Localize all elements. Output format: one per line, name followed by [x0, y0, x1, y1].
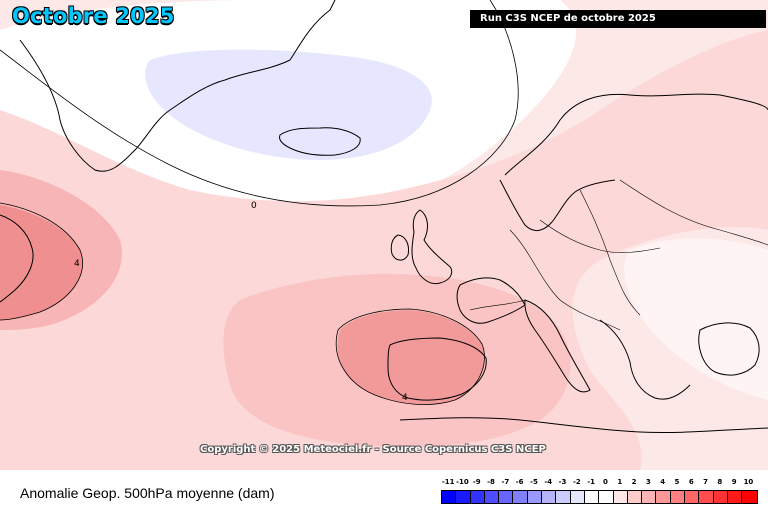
greenland-coast	[19, 0, 336, 172]
border-central-europe	[509, 229, 621, 331]
italy-coast	[524, 299, 591, 393]
color-swatch	[570, 491, 585, 503]
color-scale-tick: -9	[472, 478, 481, 486]
color-scale-tick: -6	[515, 478, 524, 486]
color-swatch	[456, 491, 471, 503]
color-scale-tick: 4	[660, 478, 666, 486]
color-swatch	[470, 491, 485, 503]
iberia-coast	[387, 337, 487, 401]
country-borders	[469, 179, 768, 331]
color-swatch	[685, 491, 700, 503]
france-coast	[456, 277, 526, 324]
color-swatch	[699, 491, 714, 503]
anomaly-map: 0 4 4 Octobre 2025 Run C3S NCEP de octob…	[0, 0, 768, 470]
contour-label-four-west: 4	[74, 259, 80, 269]
color-scale-tick: 1	[617, 478, 623, 486]
color-scale-tick: -8	[487, 478, 495, 486]
north-africa-coast	[399, 417, 768, 434]
footer-panel: Anomalie Geop. 500hPa moyenne (dam) -11-…	[0, 470, 768, 512]
color-scale-tick: 2	[631, 478, 637, 486]
ireland-coast	[390, 234, 409, 261]
anomaly-fill-core-iberia	[337, 310, 485, 405]
color-scale-tick: 7	[703, 478, 708, 486]
color-swatch	[442, 491, 457, 503]
color-scale-ticks: -11 -10 -9 -8 -7 -6 -5 -4 -3 -2 -1 0 1 2 3 4 5 6 7 8 9 10	[441, 478, 754, 488]
color-scale: -11 -10 -9 -8 -7 -6 -5 -4 -3 -2 -1 0 1 2 3 4 5 6 7 8 9 10	[441, 478, 758, 508]
black-sea-coast	[698, 322, 760, 376]
iceland-coast	[279, 127, 361, 156]
contour-four-newfoundland	[0, 202, 83, 321]
color-scale-tick: 0	[603, 478, 608, 486]
color-scale-tick: -4	[544, 478, 553, 486]
run-label: Run C3S NCEP de octobre 2025	[470, 10, 766, 28]
color-scale-swatches	[441, 490, 758, 504]
color-swatch	[727, 491, 743, 503]
color-swatch	[584, 491, 600, 503]
color-scale-tick: -10	[456, 478, 469, 486]
map-title: Octobre 2025	[12, 4, 175, 28]
color-scale-tick: -3	[558, 478, 567, 486]
border-belarus	[579, 189, 641, 316]
contour-zero	[0, 0, 519, 207]
color-swatch	[527, 491, 543, 503]
color-scale-tick: 5	[674, 478, 680, 486]
anomaly-fill-band1	[0, 30, 768, 470]
color-swatch	[513, 491, 528, 503]
color-swatch	[613, 491, 628, 503]
color-swatch	[499, 491, 514, 503]
color-scale-tick: -2	[572, 478, 581, 486]
map-caption: Anomalie Geop. 500hPa moyenne (dam)	[20, 485, 275, 501]
color-scale-tick: -1	[587, 478, 596, 486]
color-swatch	[627, 491, 643, 503]
color-scale-tick: 6	[688, 478, 694, 486]
color-swatch	[656, 491, 671, 503]
anomaly-fill-core-newfoundland	[0, 205, 83, 320]
color-swatch	[484, 491, 500, 503]
anomaly-fill-east	[624, 238, 768, 400]
color-scale-tick: 9	[731, 478, 737, 486]
color-swatch	[713, 491, 728, 503]
contour-label-zero: 0	[251, 201, 257, 211]
color-swatch	[599, 491, 614, 503]
contour-four-iberia	[335, 308, 485, 405]
balkans-coast	[599, 319, 691, 400]
copyright-note: Copyright © 2025 Meteociel.fr - Source C…	[200, 444, 546, 455]
newfoundland-coast	[0, 214, 34, 303]
contour-label-four-iberia: 4	[402, 393, 408, 403]
color-scale-tick: -11	[441, 478, 455, 486]
color-swatch	[556, 491, 571, 503]
britain-coast	[411, 209, 453, 285]
color-swatch	[642, 491, 657, 503]
color-swatch	[670, 491, 686, 503]
color-swatch	[742, 491, 757, 503]
anomaly-fill-negative	[145, 49, 432, 160]
color-scale-tick: 8	[717, 478, 723, 486]
border-russia	[619, 179, 768, 246]
border-alps	[469, 299, 526, 311]
map-canvas: 0 4 4	[0, 0, 768, 470]
color-scale-tick: -5	[530, 478, 538, 486]
border-poland	[539, 219, 661, 253]
color-swatch	[542, 491, 557, 503]
color-scale-tick: 10	[743, 478, 754, 486]
baltic-coast	[499, 179, 616, 232]
coastlines	[0, 0, 768, 434]
scandinavia-coast	[504, 93, 768, 176]
color-scale-tick: 3	[645, 478, 651, 486]
color-scale-tick: -7	[501, 478, 510, 486]
